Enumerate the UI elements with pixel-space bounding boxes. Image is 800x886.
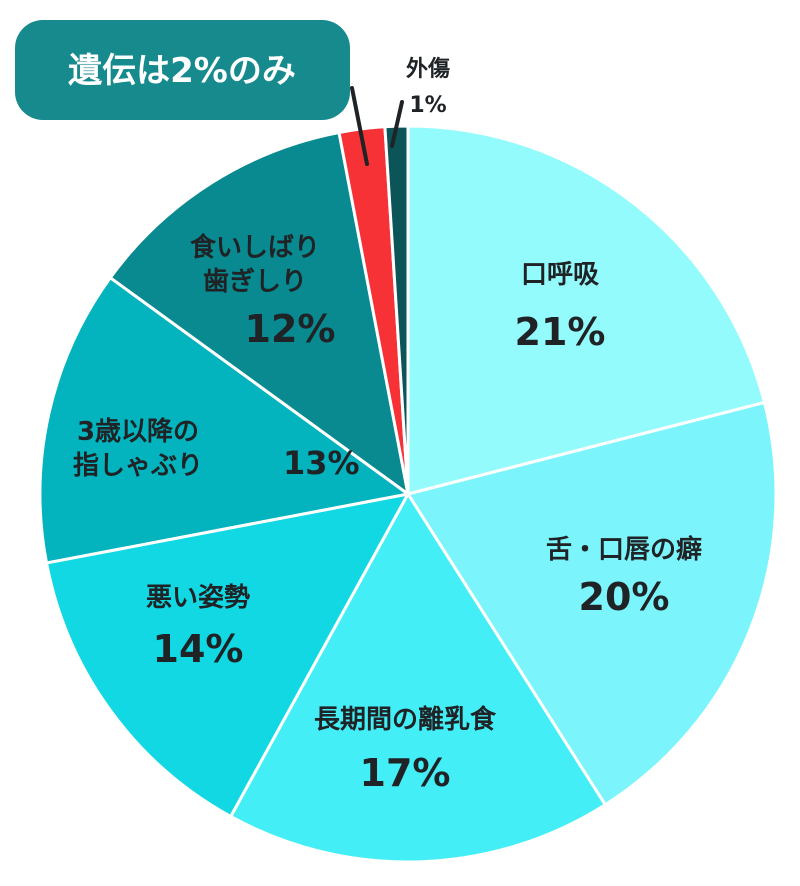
slice-label: 舌・口唇の癖 [546,534,702,565]
slice-label: 長期間の離乳食 [314,704,497,735]
pie-slice [38,276,410,565]
pie-slices [38,124,778,864]
slice-label: 悪い姿勢 [146,583,250,613]
slice-labels: 口呼吸 21% 舌・口唇の癖 20% 長期間の離乳食 17% 悪い姿勢 14% 3歳以降の指しゃ… [73,56,702,795]
slice-value-label: 21% [515,310,606,354]
genetics-callout: 遺伝は2%のみ [15,20,350,120]
slice-label: 歯ぎしり [203,267,307,297]
pie-slice [229,492,607,864]
pie-slice [406,124,766,496]
pie-slice [45,492,410,818]
slice-label: 外傷 [406,56,450,82]
slice-label: 口呼吸 [521,260,599,290]
callout-text: 遺伝は2%のみ [68,51,296,91]
slice-value-label: 14% [153,627,244,671]
genetics-leader-line [350,86,369,166]
pie-slice [406,400,778,807]
trauma-leader-line [390,100,404,148]
slice-value-label: 13% [283,444,360,482]
callout-badge [15,20,350,120]
slice-label: 食いしばり [190,232,320,263]
slice-value-label: 20% [579,575,670,619]
leader-lines [350,86,404,166]
slice-value-label: 12% [245,307,336,351]
pie-slice [108,131,410,496]
slice-label: 指しゃぶり [73,451,203,481]
slice-value-label: 17% [360,751,451,795]
slice-label: 3歳以降の [77,417,199,447]
slice-value-label: 1% [409,93,446,118]
